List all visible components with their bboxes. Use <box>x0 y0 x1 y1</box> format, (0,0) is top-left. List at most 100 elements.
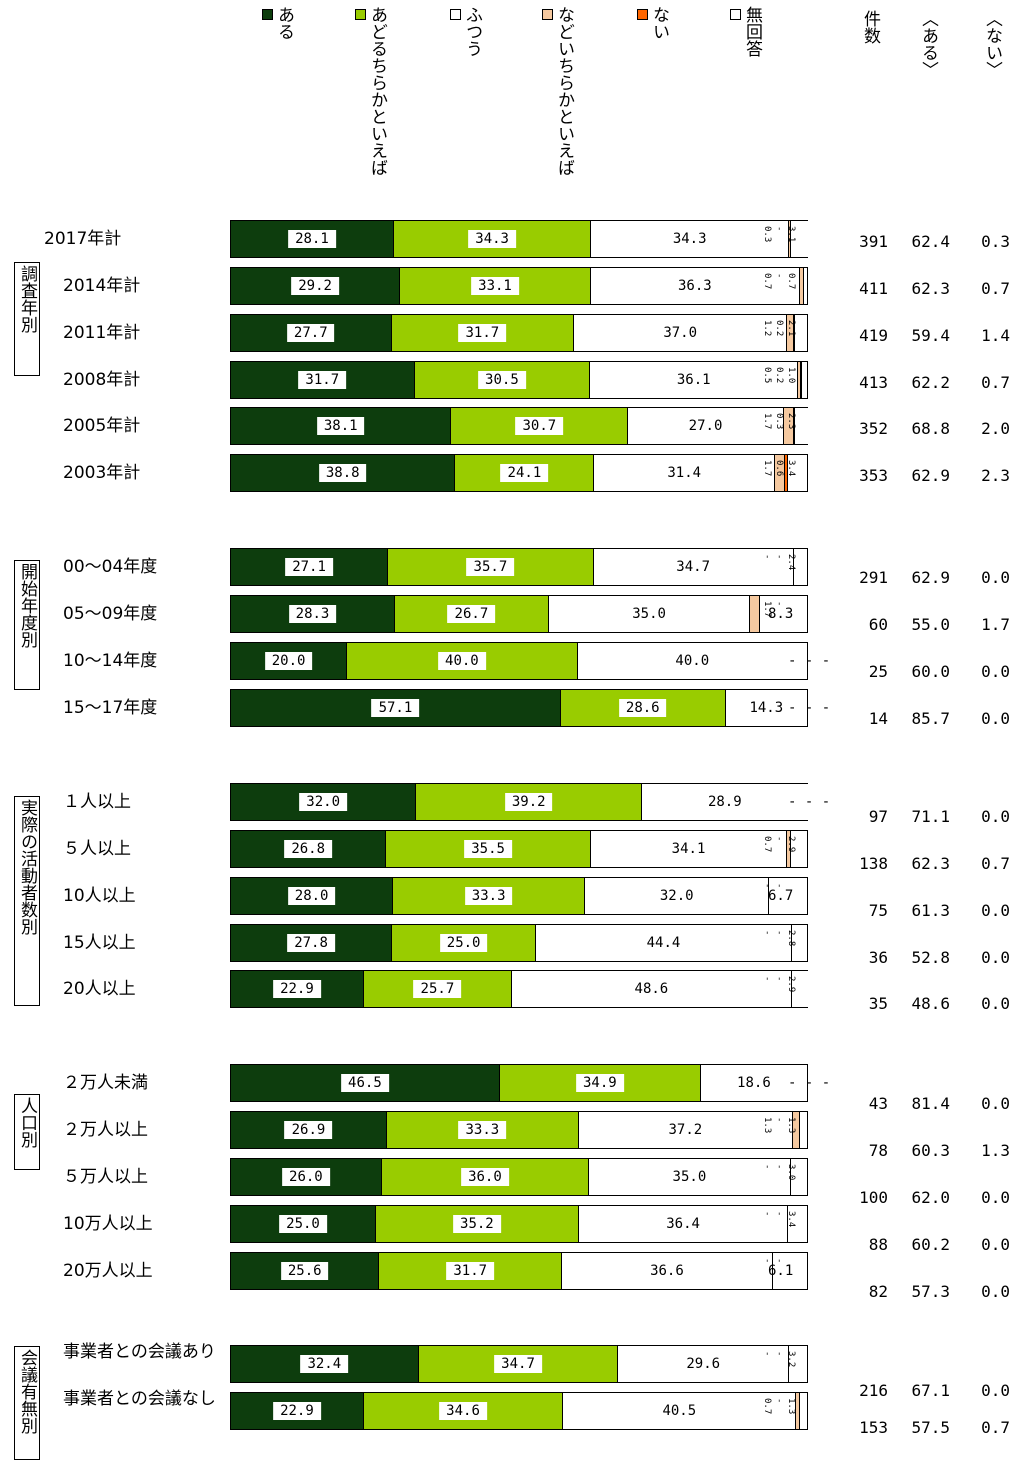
bar-segment: 25.6 <box>231 1253 379 1289</box>
stacked-bar: 46.5 34.9 18.6 <box>230 1064 808 1102</box>
numeric-cell: 62.9 <box>911 466 950 485</box>
numeric-cell: 48.6 <box>911 994 950 1013</box>
data-label: 32.0 <box>299 793 348 811</box>
bar-segment: 33.3 <box>385 1112 578 1148</box>
data-label: - <box>762 883 772 889</box>
column-header: 〈ない〉 <box>982 10 1002 78</box>
bar-segment: 34.9 <box>498 1065 700 1101</box>
bar-segment: 35.2 <box>375 1206 578 1242</box>
bar-segment: 29.2 <box>231 268 400 304</box>
bar-segment: 14.3 <box>724 690 807 726</box>
data-label: - <box>774 601 784 607</box>
data-label: 6.1 <box>768 1263 794 1279</box>
data-label: - <box>774 976 784 982</box>
numeric-cell: 85.7 <box>911 709 950 728</box>
bar-segment <box>792 408 795 444</box>
data-label: 31.7 <box>298 371 347 389</box>
bar-segment <box>787 1346 807 1382</box>
numeric-cell: 0.3 <box>981 232 1010 251</box>
numeric-cell: 52.8 <box>911 948 950 967</box>
data-label: 32.0 <box>659 888 694 904</box>
data-label: 1.3 <box>762 1117 772 1134</box>
bar-segment <box>790 925 807 961</box>
data-label: 1.7 <box>762 460 772 477</box>
data-label: 0.3 <box>774 413 784 430</box>
data-label: 2.3 <box>786 413 796 430</box>
numeric-cell: 0.7 <box>981 373 1010 392</box>
data-label: - <box>774 1117 784 1123</box>
bar-segment <box>749 596 760 632</box>
bar-segment: 40.5 <box>562 1393 796 1429</box>
data-label: 0.7 <box>762 836 772 853</box>
legend-item: などいちらかといえば <box>542 6 754 176</box>
row-label: 2008年計 <box>63 370 141 390</box>
numeric-cell: 36 <box>868 948 888 967</box>
bar-segment: 31.4 <box>593 455 775 491</box>
legend-label: 無回答 <box>742 6 762 57</box>
bar-segment: 22.9 <box>231 971 363 1007</box>
bar-segment: 31.7 <box>390 315 574 351</box>
data-label: - <box>774 226 784 232</box>
data-label: 40.0 <box>438 652 486 670</box>
data-label: 3.4 <box>786 460 796 477</box>
group-label: 開始年度別 <box>14 560 40 690</box>
data-label: - <box>762 930 772 936</box>
bar-segment <box>787 1206 807 1242</box>
stacked-bar: 27.8 25.0 44.4 <box>230 924 808 962</box>
bar-segment: 40.0 <box>346 643 577 679</box>
bar-segment <box>786 315 794 351</box>
data-label: 27.7 <box>286 324 335 342</box>
data-label: 0.7 <box>762 273 772 290</box>
data-label: 25.0 <box>279 1215 327 1233</box>
data-label: - <box>774 273 784 279</box>
group-label: 人口別 <box>14 1094 40 1170</box>
bar-segment <box>792 1112 800 1148</box>
data-label: 29.6 <box>686 1356 721 1372</box>
data-label: 32.4 <box>300 1355 349 1373</box>
bar-segment: 34.6 <box>362 1393 563 1429</box>
data-label: 40.5 <box>662 1403 697 1419</box>
numeric-cell: 1.4 <box>981 326 1010 345</box>
data-label: 38.1 <box>316 417 365 435</box>
numeric-cell: 62.0 <box>911 1188 950 1207</box>
data-label: 1.7 <box>762 601 772 618</box>
data-label: 28.6 <box>618 699 667 717</box>
numeric-cell: 0.0 <box>981 901 1010 920</box>
data-label: - <box>774 1211 784 1217</box>
numeric-cell: 81.4 <box>911 1094 950 1113</box>
numeric-cell: 62.3 <box>911 854 950 873</box>
data-label: 22.9 <box>273 1402 321 1420</box>
numeric-cell: 0.0 <box>981 1094 1010 1113</box>
legend-swatch <box>637 9 648 20</box>
bar-segment: 33.1 <box>399 268 590 304</box>
data-label: - <box>774 1398 784 1404</box>
bar-segment: 25.0 <box>391 925 536 961</box>
data-label: 35.5 <box>464 840 512 858</box>
data-label: 0.6 <box>774 460 784 477</box>
numeric-cell: 43 <box>868 1094 888 1113</box>
numeric-cell: 1.3 <box>981 1141 1010 1160</box>
data-label: 2.9 <box>786 836 796 853</box>
data-label: 27.0 <box>688 418 723 434</box>
row-label: 15～17年度 <box>63 698 158 718</box>
data-label: - - - <box>788 1075 831 1091</box>
data-label: 30.7 <box>515 417 564 435</box>
numeric-cell: 62.3 <box>911 279 950 298</box>
bar-segment <box>759 596 807 632</box>
stacked-bar: 27.1 35.7 34.7 <box>230 548 808 586</box>
data-label: 25.6 <box>280 1262 329 1280</box>
stacked-bar: 32.0 39.2 28.9 <box>230 783 808 821</box>
row-label: 2005年計 <box>63 416 141 436</box>
bar-segment: 35.0 <box>588 1159 790 1195</box>
data-label: 24.1 <box>500 464 549 482</box>
legend-label: ふつう <box>462 6 482 57</box>
bar-segment <box>790 831 807 867</box>
bar-segment: 34.3 <box>590 221 788 257</box>
bar-segment <box>787 221 790 257</box>
row-label: 10万人以上 <box>63 1214 153 1234</box>
legend-item: ふつう <box>450 6 522 57</box>
stacked-bar: 20.0 40.0 40.0 <box>230 642 808 680</box>
data-label: 57.1 <box>371 699 420 717</box>
data-label: 1.3 <box>786 1117 796 1134</box>
